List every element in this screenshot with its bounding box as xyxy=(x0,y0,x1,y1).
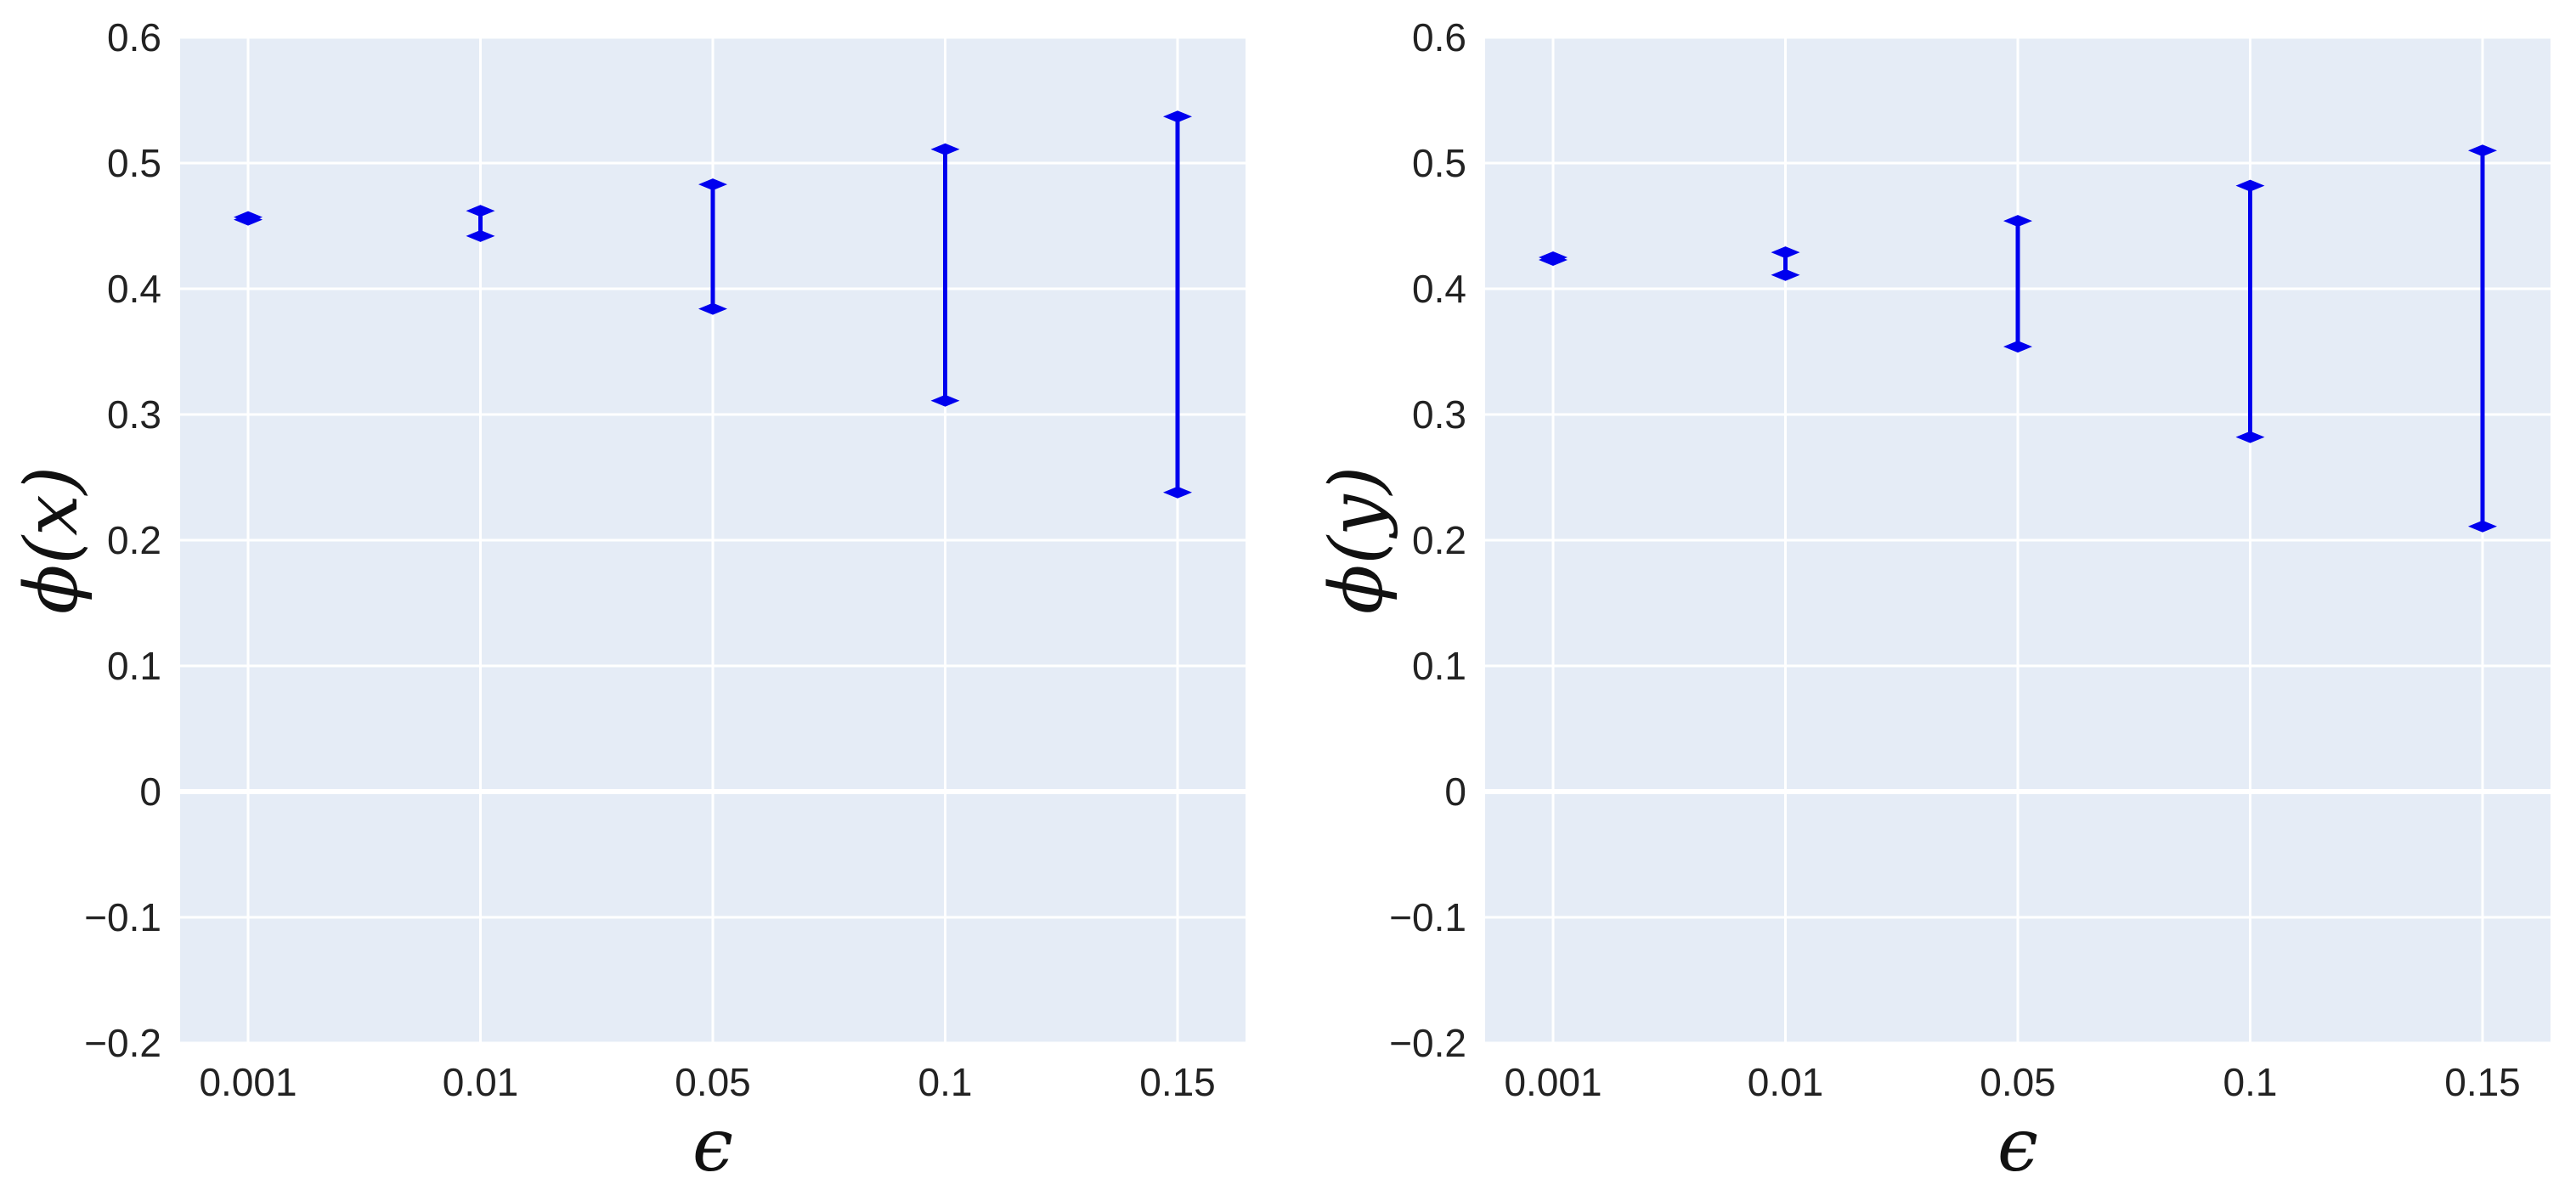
right-panel: 0.60.50.40.30.20.10−0.1−0.2 0.001 0.01 0.0… xyxy=(1314,15,2551,1184)
error-bar-lower-cap xyxy=(698,302,727,315)
error-bars xyxy=(1539,144,2497,533)
gridlines xyxy=(180,36,1246,1045)
y-tick-label: 0.6 xyxy=(1412,15,1466,59)
x-tick-label: 0.15 xyxy=(1139,1060,1216,1104)
y-axis-label: ϕ(y) xyxy=(1314,466,1399,614)
left-panel: 0.60.50.40.30.20.10−0.1−0.2 0.001 0.01 0.0… xyxy=(9,15,1246,1184)
y-tick-label: 0.1 xyxy=(1412,644,1466,688)
y-tick-label: 0.4 xyxy=(107,267,161,311)
y-tick-label: 0 xyxy=(139,770,161,814)
error-bar-lower-cap xyxy=(1163,486,1192,499)
error-bars xyxy=(234,110,1192,499)
y-tick-label: 0.5 xyxy=(107,141,161,185)
y-tick-label: 0.6 xyxy=(107,15,161,59)
error-bar-upper-cap xyxy=(1771,246,1800,259)
error-bar-lower-cap xyxy=(2468,520,2497,533)
y-tick-label: −0.1 xyxy=(1389,895,1466,939)
y-tick-label: −0.2 xyxy=(1389,1021,1466,1065)
x-tick-label: 0.1 xyxy=(2223,1060,2278,1104)
error-bar-upper-cap xyxy=(930,143,960,155)
gridlines xyxy=(1485,36,2551,1045)
error-bar-lower-cap xyxy=(930,394,960,407)
y-tick-label: −0.1 xyxy=(84,895,161,939)
error-bar-lower-cap xyxy=(2235,431,2265,443)
x-tick-labels: 0.001 0.01 0.05 0.1 0.15 xyxy=(199,1060,1215,1104)
y-tick-label: 0.5 xyxy=(1412,141,1466,185)
error-bar-upper-cap xyxy=(2468,144,2497,157)
y-tick-label: 0.2 xyxy=(1412,518,1466,562)
error-bar-upper-cap xyxy=(1163,110,1192,123)
error-bar-lower-cap xyxy=(1771,268,1800,281)
error-bar-upper-cap xyxy=(466,205,495,217)
error-bar-lower-cap xyxy=(466,229,495,242)
x-tick-label: 0.001 xyxy=(199,1060,297,1104)
y-tick-labels: 0.6 0.5 0.4 0.3 0.2 0.1 0 −0.1 −0.2 xyxy=(84,15,161,1065)
y-tick-label: 0 xyxy=(1444,770,1466,814)
x-tick-label: 0.001 xyxy=(1504,1060,1602,1104)
y-axis-label: ϕ(x) xyxy=(9,466,94,614)
error-bar-lower-cap xyxy=(2003,341,2032,353)
x-tick-label: 0.01 xyxy=(1748,1060,1824,1104)
x-tick-label: 0.05 xyxy=(675,1060,751,1104)
y-tick-label: 0.3 xyxy=(107,392,161,437)
x-tick-label: 0.1 xyxy=(918,1060,973,1104)
x-axis-label: ϵ xyxy=(692,1103,733,1184)
x-tick-label: 0.05 xyxy=(1980,1060,2056,1104)
x-axis-label: ϵ xyxy=(1997,1103,2038,1184)
y-tick-label: 0.4 xyxy=(1412,267,1466,311)
x-tick-label: 0.01 xyxy=(443,1060,519,1104)
y-tick-label: 0.2 xyxy=(107,518,161,562)
y-tick-label: 0.1 xyxy=(107,644,161,688)
y-tick-label: −0.2 xyxy=(84,1021,161,1065)
error-bar-upper-cap xyxy=(2003,215,2032,228)
y-tick-label: 0.3 xyxy=(1412,392,1466,437)
error-bar-upper-cap xyxy=(2235,179,2265,192)
x-tick-labels: 0.001 0.01 0.05 0.1 0.15 xyxy=(1504,1060,2520,1104)
error-bar-lower-cap xyxy=(234,213,263,226)
x-tick-label: 0.15 xyxy=(2444,1060,2521,1104)
error-bar-upper-cap xyxy=(698,178,727,191)
error-bar-lower-cap xyxy=(1539,253,1568,266)
y-tick-labels: 0.6 0.5 0.4 0.3 0.2 0.1 0 −0.1 −0.2 xyxy=(1389,15,1466,1065)
